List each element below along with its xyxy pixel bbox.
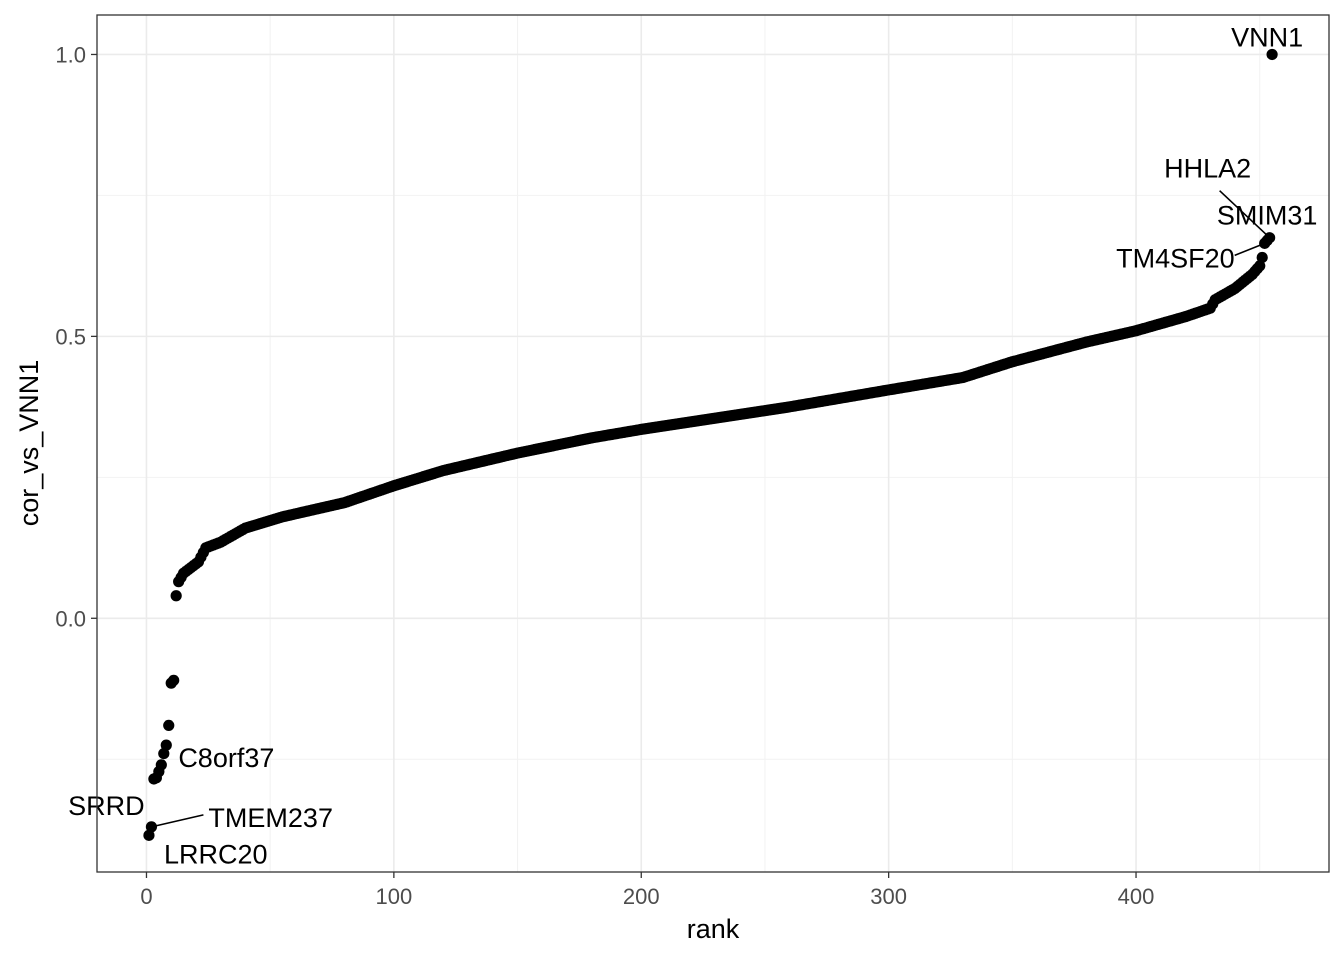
gene-label: TMEM237 bbox=[208, 803, 333, 833]
annotation-leader-line bbox=[151, 814, 204, 828]
data-point bbox=[155, 759, 167, 771]
data-point bbox=[160, 739, 172, 751]
x-tick-label: 300 bbox=[870, 884, 907, 909]
gene-label: VNN1 bbox=[1231, 22, 1303, 52]
gene-label: C8orf37 bbox=[178, 743, 274, 773]
x-axis-title: rank bbox=[687, 914, 740, 944]
y-tick-label: 0.0 bbox=[55, 606, 86, 631]
data-point bbox=[163, 719, 175, 732]
y-tick-label: 0.5 bbox=[55, 324, 86, 349]
x-tick-label: 400 bbox=[1118, 884, 1155, 909]
y-tick-label: 1.0 bbox=[55, 42, 86, 67]
plot-background bbox=[97, 15, 1329, 872]
gene-label: SMIM31 bbox=[1217, 201, 1318, 231]
data-point bbox=[1266, 48, 1278, 61]
data-point bbox=[145, 821, 158, 833]
gene-label: HHLA2 bbox=[1164, 154, 1251, 184]
x-tick-label: 200 bbox=[623, 884, 660, 909]
gene-label: SRRD bbox=[68, 791, 145, 821]
data-point bbox=[158, 747, 170, 760]
minor-gridlines bbox=[97, 15, 1329, 872]
annotation-leader-line bbox=[1219, 190, 1271, 239]
y-axis-title: cor_vs_VNN1 bbox=[14, 360, 44, 527]
data-point bbox=[168, 674, 180, 686]
gene-label: LRRC20 bbox=[164, 839, 268, 869]
data-point bbox=[1256, 251, 1268, 264]
x-tick-label: 0 bbox=[140, 884, 152, 909]
x-axis: 0 100 200 300 400 bbox=[140, 872, 1154, 909]
data-point bbox=[143, 829, 155, 841]
annotation-leader-line bbox=[1234, 242, 1265, 257]
data-point bbox=[1254, 260, 1266, 272]
y-axis: 0.0 0.5 1.0 bbox=[55, 42, 97, 631]
gene-annotations: VNN1 HHLA2 SMIM31 TM4SF20 C8orf37 SRRD TMEM237… bbox=[68, 22, 1317, 869]
plot-border bbox=[96, 14, 1330, 873]
x-tick-label: 100 bbox=[376, 884, 413, 909]
gene-label: TM4SF20 bbox=[1116, 243, 1235, 273]
data-points bbox=[143, 48, 1278, 841]
data-point bbox=[170, 590, 182, 602]
